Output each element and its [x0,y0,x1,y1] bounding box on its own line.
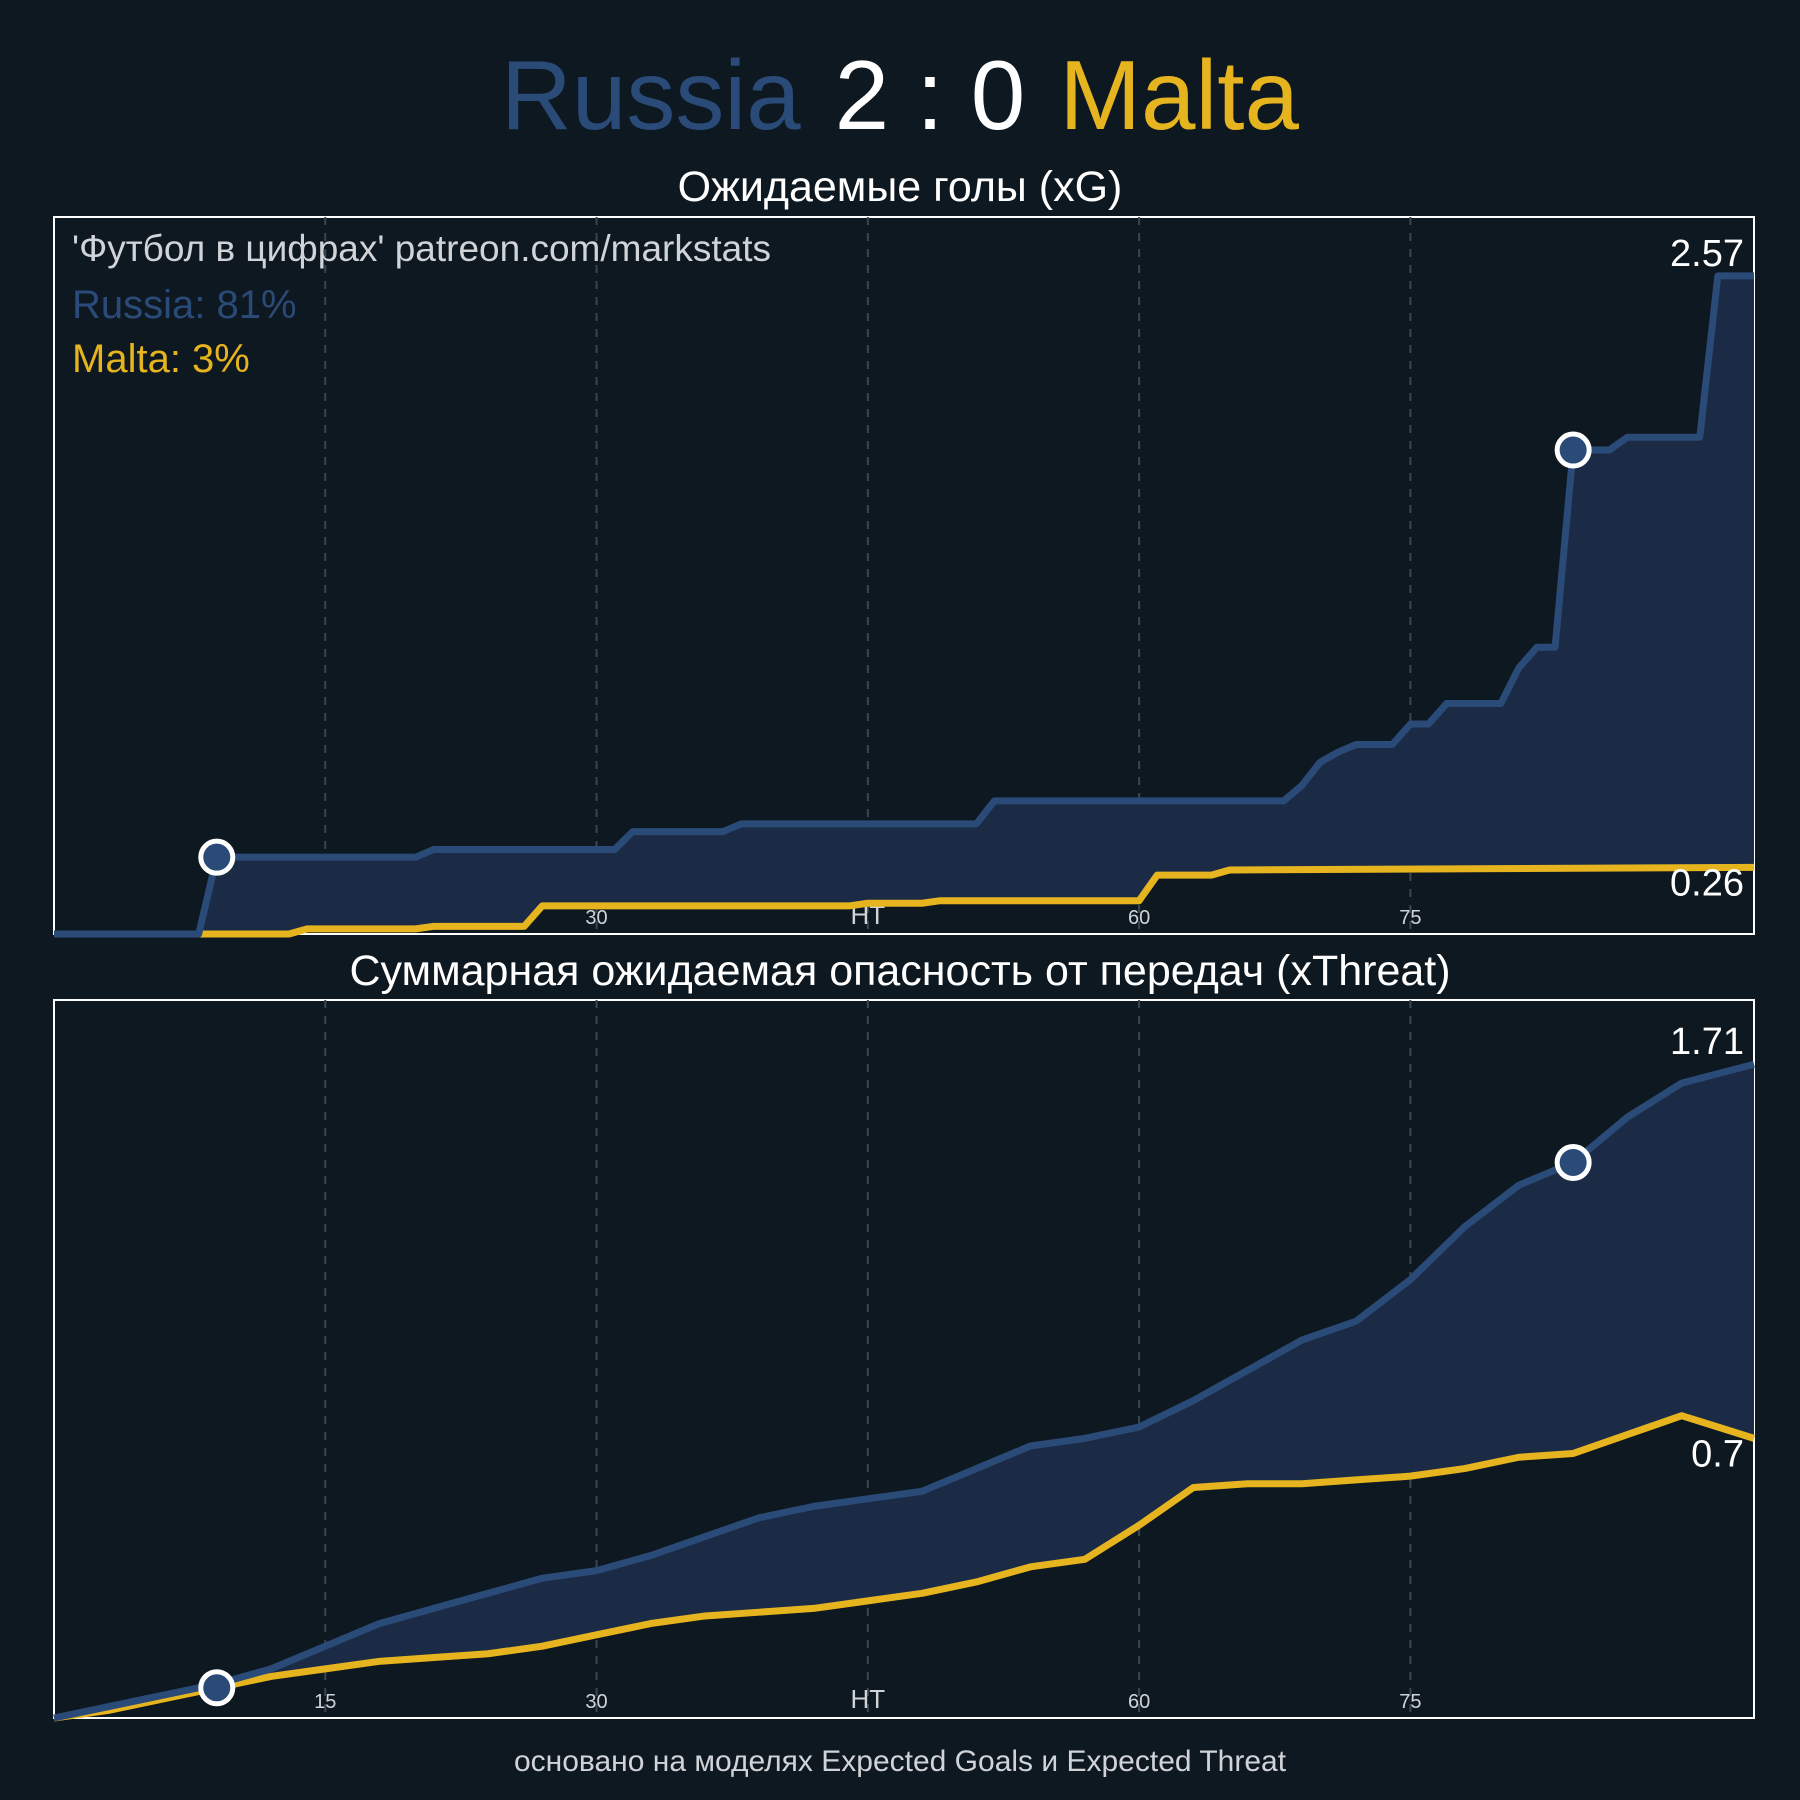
xg-end-label-malta: 0.26 [1670,862,1744,904]
xg-x-tick-label: 60 [1128,907,1150,929]
xg-goal-marker [1554,431,1592,469]
xthreat-end-label-malta: 0.7 [1691,1433,1744,1475]
xg-series-malta-line [54,863,1755,938]
match-header: Russia 2 : 0 Malta [0,40,1800,150]
xg-chart-title: Ожидаемые голы (xG) [677,163,1123,211]
xthreat-goal-marker [198,1669,236,1707]
xthreat-chart-title: Суммарная ожидаемая опасность от передач… [349,947,1451,995]
footer-note: основано на моделях Expected Goals и Exp… [513,1745,1287,1778]
xg-goal-marker [198,838,236,876]
xthreat-area-fill [54,1064,1754,1718]
xthreat-x-tick-label: 60 [1128,1691,1150,1713]
xthreat-x-tick-label: HT [850,1684,885,1714]
xg-x-tick-label: 75 [1399,907,1421,929]
xg-series-russia-line [54,272,1754,938]
legend-home-win-prob: Russia: 81% [72,283,297,327]
xthreat-goal-marker [1554,1143,1592,1181]
away-team-name: Malta [1059,40,1299,150]
xthreat-series-malta-line [53,1412,1756,1722]
home-team-name: Russia [501,40,801,150]
xg-end-label-russia: 2.57 [1670,233,1744,275]
watermark: 'Футбол в цифрах' patreon.com/markstats [72,228,772,269]
xg-area-fill [54,275,1754,934]
xthreat-x-tick-label: 15 [314,1691,336,1713]
match-score: 2 : 0 [834,40,1026,150]
legend-away-win-prob: Malta: 3% [72,337,250,381]
xthreat-x-tick-label: 75 [1399,1691,1421,1713]
xg-x-tick-label: 30 [585,907,607,929]
xthreat-end-label-russia: 1.71 [1670,1021,1744,1063]
xthreat-series-russia-line [53,1060,1755,1722]
xthreat-x-tick-label: 30 [585,1691,607,1713]
